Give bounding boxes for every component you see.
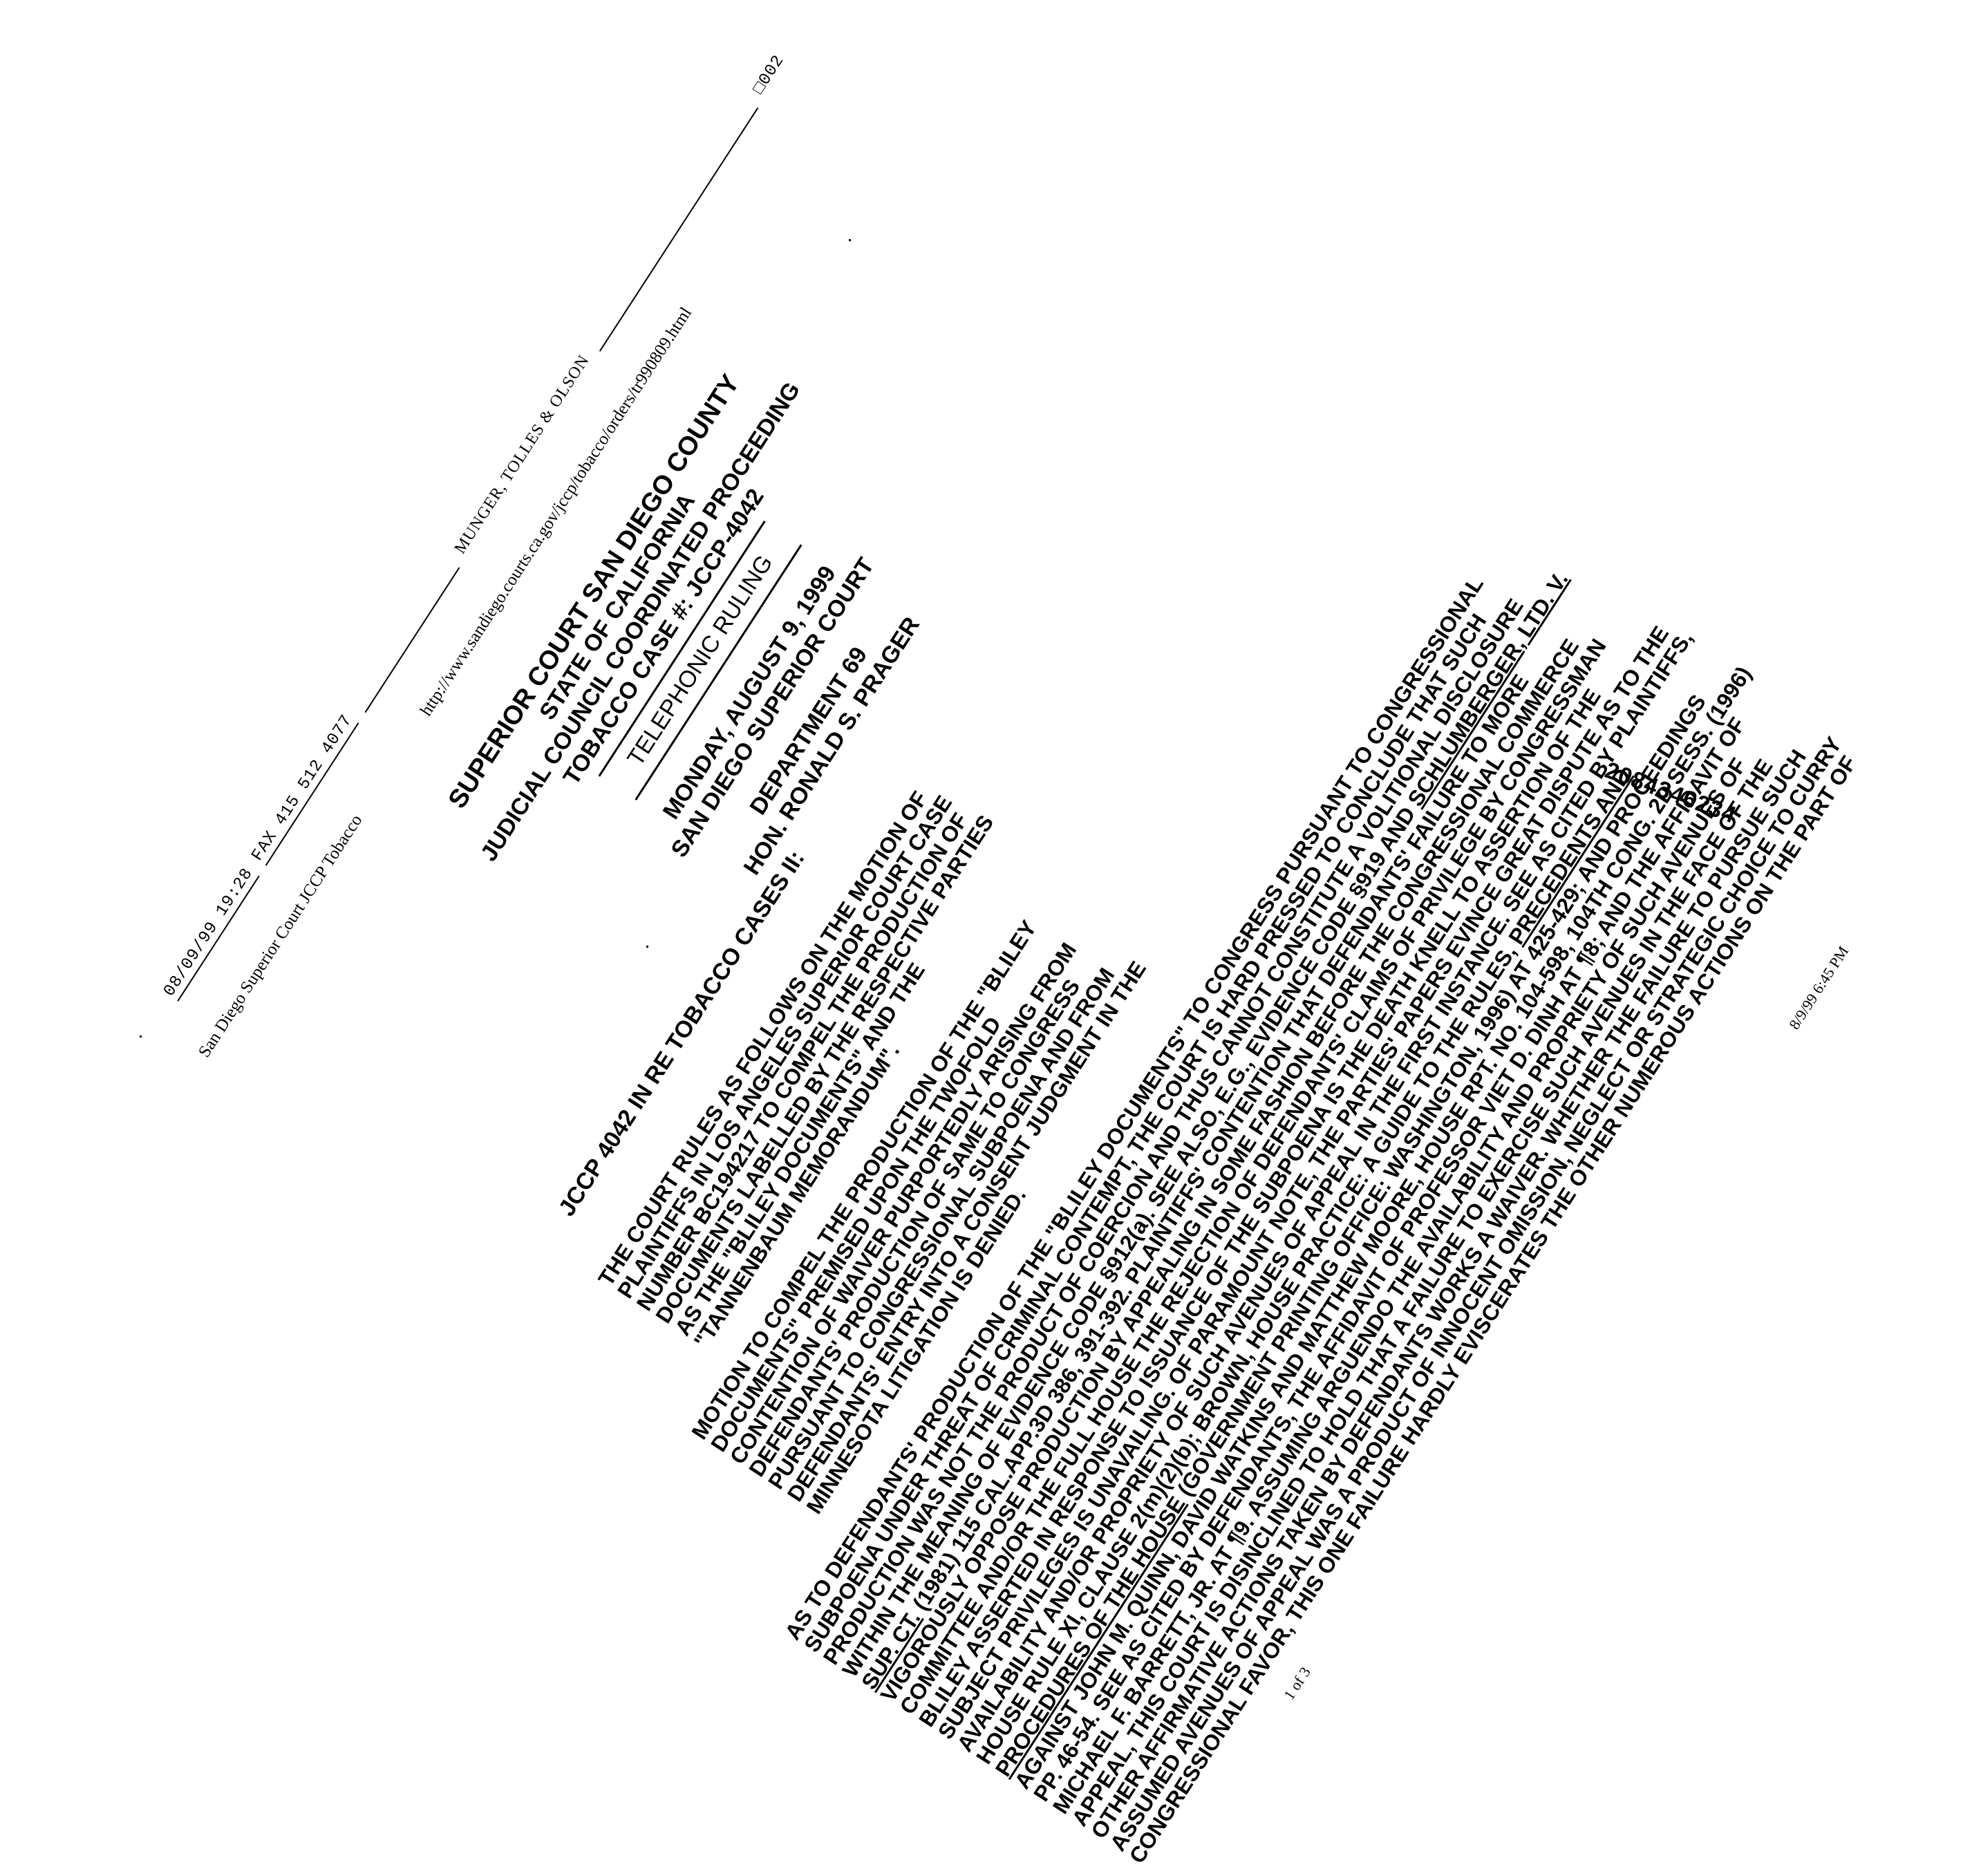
print-timestamp: 8/9/99 6:45 PM: [1785, 943, 1852, 1033]
speck: [1540, 769, 1542, 771]
speck: [140, 1035, 142, 1038]
fax-firm: MUNGER, TOLLES & OLSON: [451, 351, 594, 557]
speck: [646, 946, 648, 948]
fax-page-code: □002: [749, 51, 789, 98]
speck: [849, 239, 851, 241]
page-counter: 1 of 3: [1280, 1663, 1314, 1703]
